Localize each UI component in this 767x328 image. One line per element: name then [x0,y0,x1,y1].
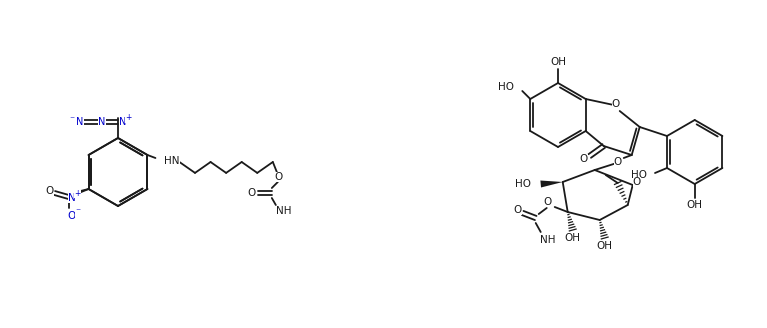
Text: OH: OH [597,241,613,251]
Text: N: N [120,117,127,127]
Text: O: O [614,157,622,167]
Text: O: O [580,154,588,164]
Text: O: O [611,99,620,109]
Text: NH: NH [276,206,291,216]
Text: ⁻: ⁻ [75,207,80,217]
Text: O: O [67,211,76,221]
Text: N: N [98,117,106,127]
Text: OH: OH [686,200,703,210]
Text: O: O [633,177,641,187]
Text: O: O [514,205,522,215]
Text: +: + [74,189,81,197]
Text: ⁻: ⁻ [70,115,74,125]
Text: O: O [544,197,551,207]
Text: +: + [125,113,131,122]
Text: O: O [248,188,256,198]
Text: O: O [275,172,283,182]
Text: OH: OH [565,233,581,243]
Text: HO: HO [631,170,647,180]
Text: HO: HO [515,179,531,189]
Text: O: O [45,186,54,196]
Text: HO: HO [499,82,515,92]
Text: N: N [67,193,75,203]
Text: HN: HN [164,156,180,166]
Text: N: N [76,117,84,127]
Text: OH: OH [550,57,566,67]
Text: NH: NH [540,235,555,245]
Polygon shape [541,180,563,188]
